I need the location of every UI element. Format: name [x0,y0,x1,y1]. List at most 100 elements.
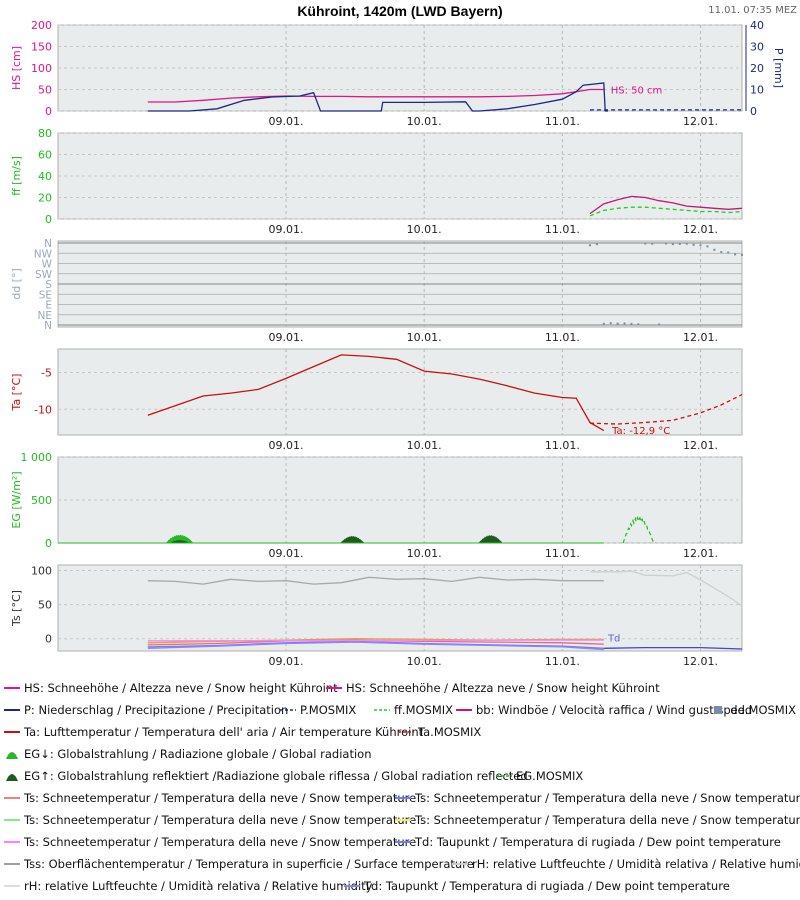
legend-item: Ta.MOSMIX [398,722,481,742]
legend-label: Ts: Schneetemperatur / Temperatura della… [415,813,800,827]
legend-symbol-icon [4,881,20,891]
direction-point [658,323,661,326]
direction-point [609,322,612,325]
legend-item: EG.MOSMIX [496,766,583,786]
wind-tick-label: 80 [38,127,52,140]
snow-tick-label: 0 [45,105,52,118]
radiation-peak [169,540,190,543]
direction-tick-label: NE [38,310,53,322]
legend-item: EG↑: Globalstrahlung reflektiert /Radiaz… [4,766,528,786]
wind-tick-label: 20 [38,192,52,205]
wind-day-label: 12.01. [683,223,718,236]
direction-point [630,322,633,325]
direction-point [589,244,591,247]
wind-panel: 09.01. 10.01. 11.01. 12.01. 0 20 40 60 80 ff [m/s… [10,127,743,236]
direction-point [665,242,667,245]
snow-day-label: 10.01. [407,115,442,128]
legend-label: ff.MOSMIX [394,703,454,717]
legend-symbol-icon [4,793,20,803]
direction-tick-label: NW [34,248,53,260]
radiation-day-label: 12.01. [683,547,718,560]
snow-ylabel: HS [cm] [10,46,23,90]
legend-symbol-icon [280,705,296,715]
wind-tick-label: 60 [38,149,52,162]
direction-point [616,322,619,325]
legend-item: Ts: Schneetemperatur / Temperatura della… [4,788,416,808]
wind-day-label: 10.01. [407,223,442,236]
surface-ylabel: Ts [°C] [10,590,23,627]
legend-item: Ts: Schneetemperatur / Temperatura della… [4,832,416,852]
legend-symbol-icon [4,705,20,715]
snow-y2-tick-label: 30 [750,41,764,54]
snow-series-line [147,88,604,103]
legend-label: bb: Windböe / Velocità raffica / Wind gu… [476,703,753,717]
snow-tick-label: 150 [31,41,52,54]
temp-annotation: Ta: -12,9 °C [611,426,670,437]
radiation-ylabel: EG [W/m²] [10,471,23,528]
legend-label: Ts: Schneetemperatur / Temperatura della… [24,813,417,827]
direction-tick-label: SW [35,269,53,281]
snow-tick-label: 200 [31,19,52,32]
legend-item: P.MOSMIX [280,700,356,720]
snow-y2-tick-label: 20 [750,62,764,75]
radiation-tick-label: 500 [31,494,52,507]
legend-label: HS: Schneehöhe / Altezza neve / Snow hei… [346,681,660,695]
legend-symbol-icon [4,748,20,760]
temp-ylabel: Ta [°C] [10,374,23,412]
direction-day-label: 09.01. [269,331,304,344]
legend-item: P: Niederschlag / Precipitazione / Preci… [4,700,288,720]
legend-symbol-icon [496,771,512,781]
legend-item: Tss: Oberflächentemperatur / Temperatura… [4,854,474,874]
direction-point [651,242,654,245]
wind-day-label: 09.01. [269,223,304,236]
meteogram: Kühroint, 1420m (LWD Bayern) 11.01. 07:3… [10,3,797,668]
legend-label: P.MOSMIX [300,703,357,717]
radiation-day-label: 11.01. [545,547,580,560]
direction-point [692,243,695,246]
legend-symbol-icon [452,859,468,869]
legend-symbol-icon [398,727,414,737]
surface-series-line [147,576,604,585]
legend-symbol-icon [4,727,20,737]
legend-item: rH: relative Luftfeuchte / Umidità relat… [452,854,800,874]
legend-label: Td: Taupunkt / Temperatura di rugiada / … [364,879,730,893]
legend-label: dd.MOSMIX [730,703,796,717]
direction-point [644,242,647,245]
direction-point [671,243,674,246]
legend-label: EG.MOSMIX [516,769,584,783]
legend-item: HS: Schneehöhe / Altezza neve / Snow hei… [4,678,338,698]
temp-day-label: 11.01. [545,439,580,452]
surface-day-label: 12.01. [683,655,718,668]
legend-item: dd.MOSMIX [710,700,796,720]
legend-label: Tss: Oberflächentemperatur / Temperatura… [24,857,474,871]
surface-series-line [147,641,604,651]
direction-point [623,322,626,325]
legend-label: EG↓: Globalstrahlung / Radiazione global… [24,747,372,761]
direction-panel: 09.01. 10.01. 11.01. 12.01.NNWWSWSSEENENdd … [10,238,743,344]
legend-item: EG↓: Globalstrahlung / Radiazione global… [4,744,371,764]
legend-label: Ts: Schneetemperatur / Temperatura della… [24,835,417,849]
legend-item: Ta: Lufttemperatur / Temperatura dell' a… [4,722,423,742]
direction-point [706,245,709,248]
legend-symbol-icon [4,683,20,693]
radiation-peak [478,535,503,543]
radiation-tick-label: 1 000 [21,451,53,464]
legend-label: rH: relative Luftfeuchte / Umidità relat… [24,879,373,893]
legend-label: P: Niederschlag / Precipitazione / Preci… [24,703,289,717]
legend-label: EG↑: Globalstrahlung reflektiert /Radiaz… [24,769,528,783]
direction-tick-label: S [45,279,52,291]
direction-point [685,242,688,245]
surface-plot-area [57,564,743,652]
legend-label: Ta.MOSMIX [418,725,482,739]
wind-day-label: 11.01. [545,223,580,236]
snow-annotation: HS: 50 cm [611,86,663,97]
direction-tick-label: W [42,259,53,271]
direction-point [720,251,723,254]
radiation-panel: 09.01. 10.01. 11.01. 12.01. 0 500 1 000 EG [W/m… [10,451,743,560]
legend-item: Td: Taupunkt / Temperatura di rugiada / … [344,876,730,896]
direction-point [602,322,605,325]
temp-tick-label: -10 [34,403,52,416]
direction-point [699,244,702,247]
